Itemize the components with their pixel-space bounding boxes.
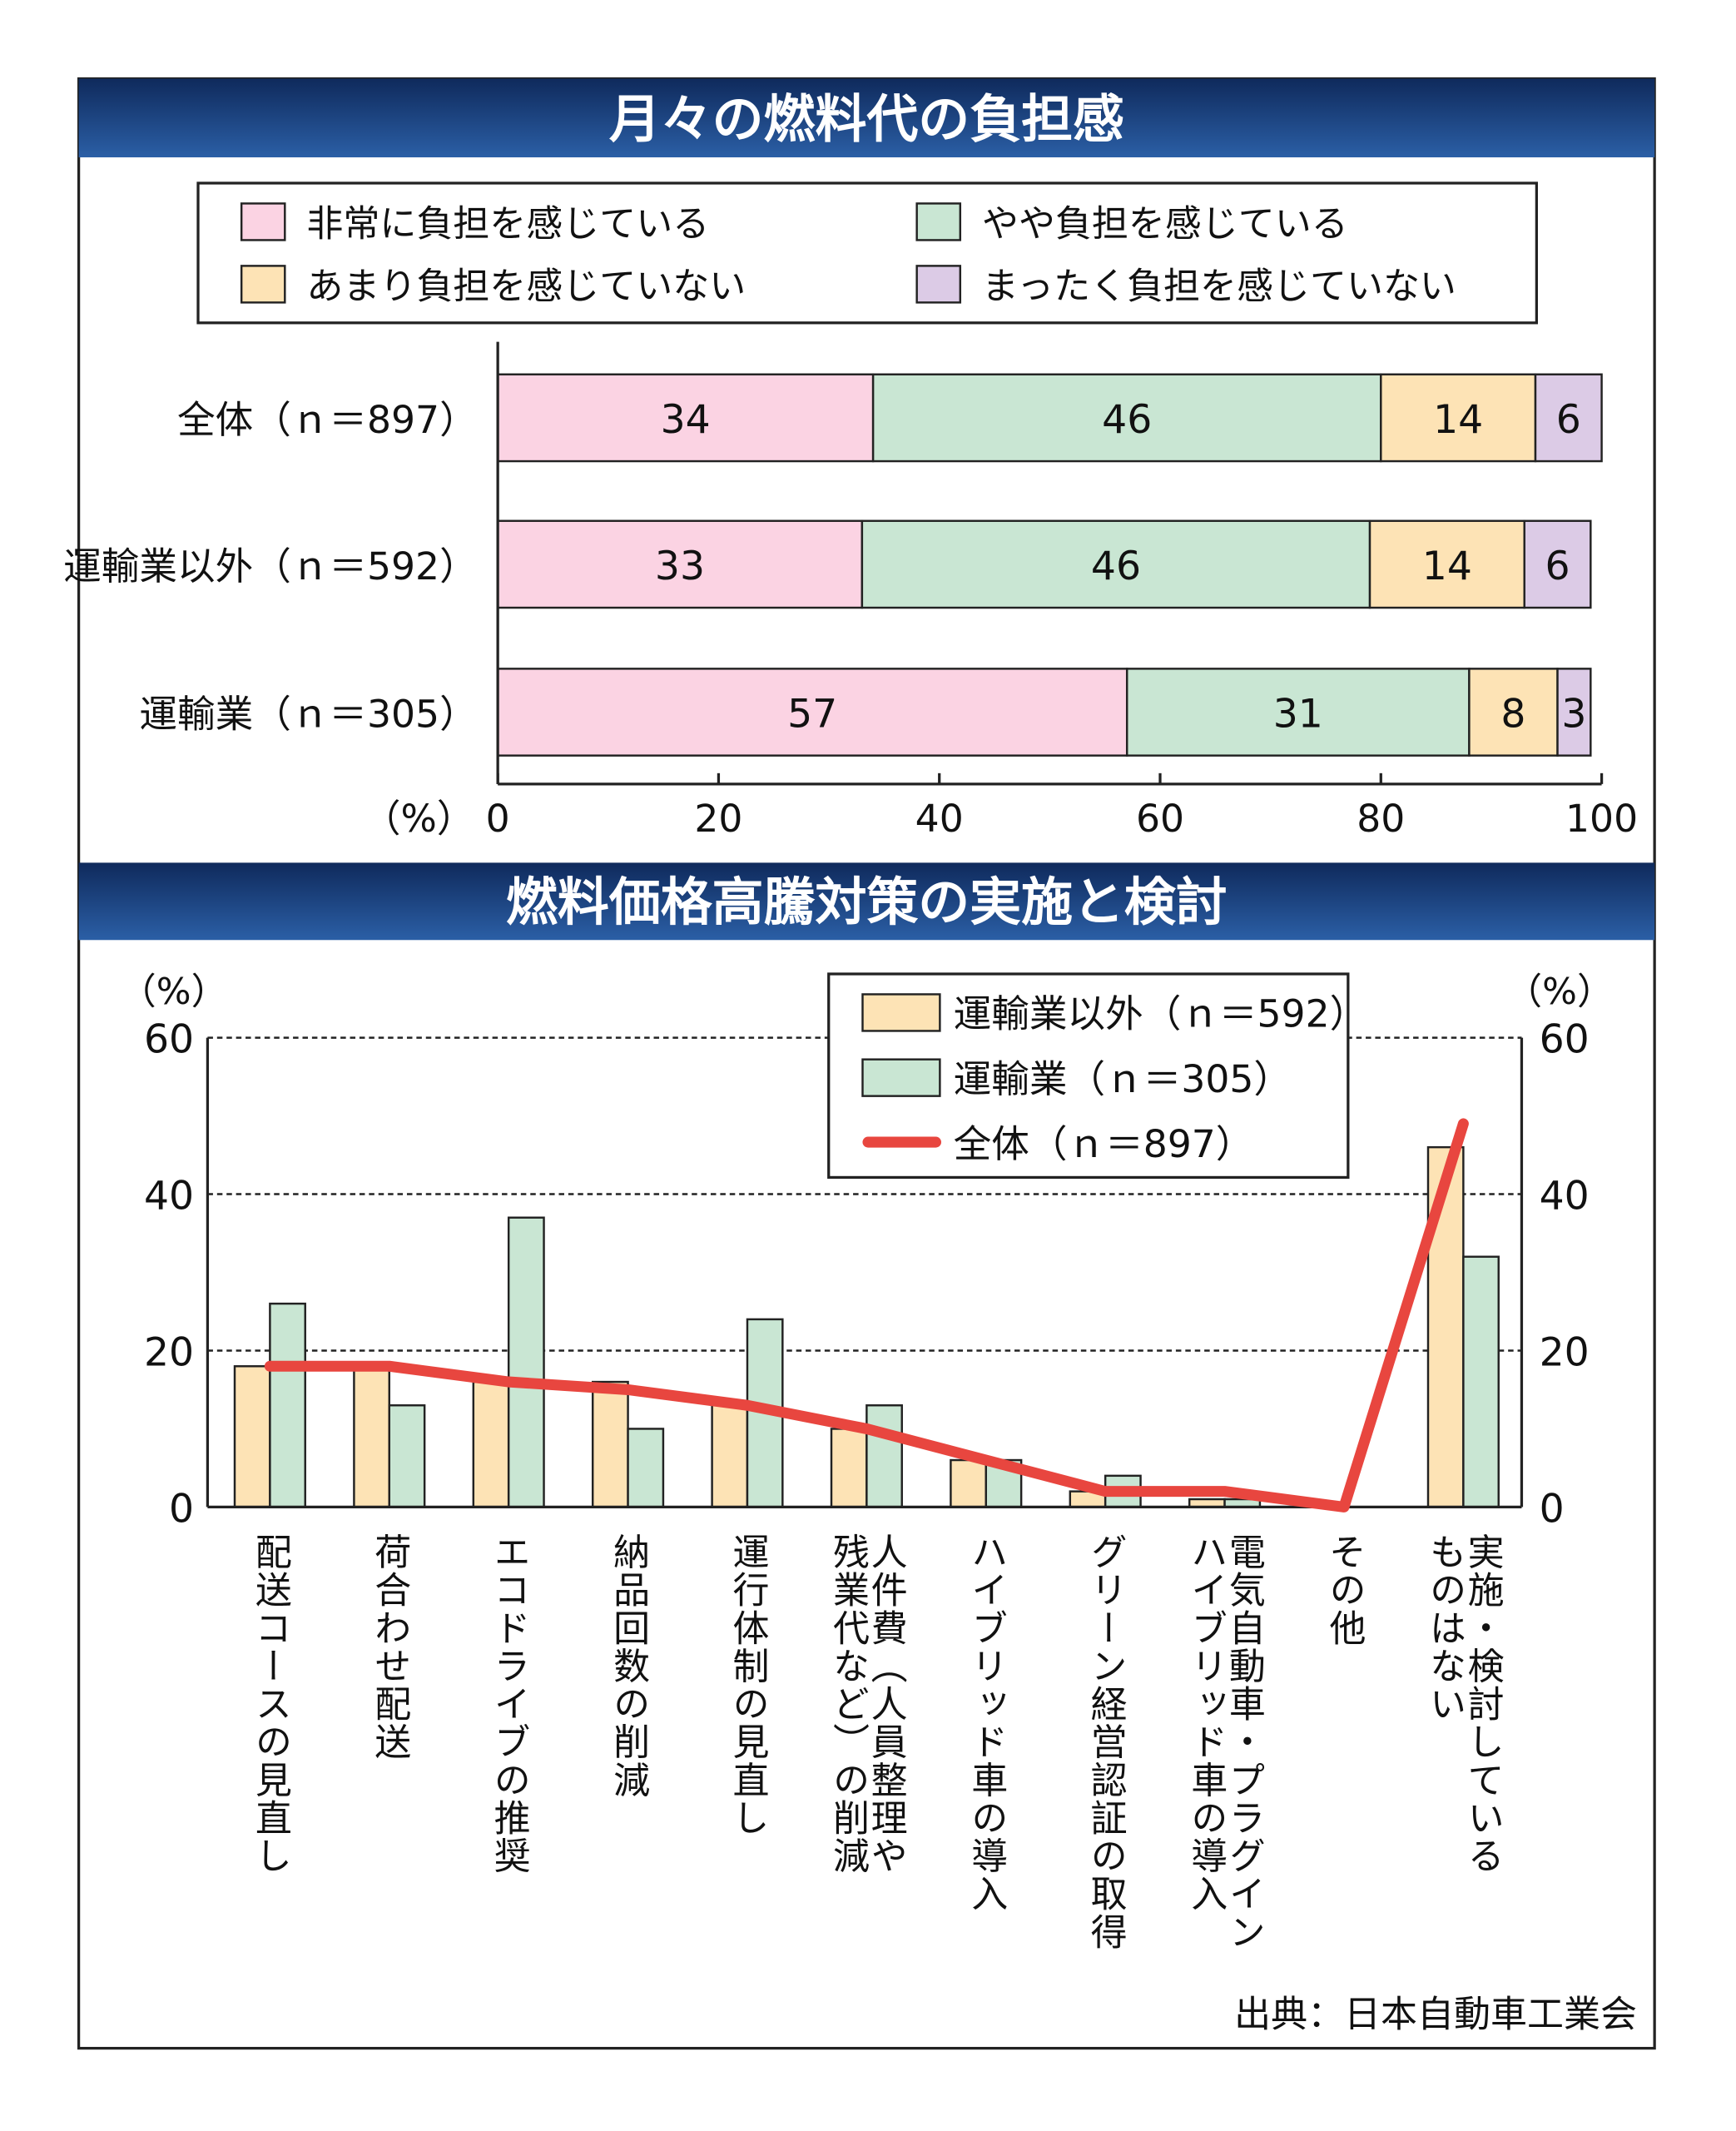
category-label: 運行体制の見直し: [726, 1532, 768, 1836]
bar-non-transport: [591, 1380, 629, 1508]
bar-non-transport: [233, 1365, 271, 1508]
category-label: ものはない: [1423, 1532, 1466, 1722]
legend-label: 全体（ｎ＝897）: [954, 1122, 1254, 1166]
y-unit-label-left: （%）: [120, 971, 228, 1013]
stacked-bar-segment: [1534, 373, 1603, 463]
legend-swatch: [861, 993, 941, 1032]
segment-value-label: 46: [1091, 544, 1141, 589]
legend-swatch: [915, 202, 962, 241]
category-label: 納品回数の削減: [607, 1532, 649, 1798]
x-tick-label: 60: [1136, 797, 1184, 841]
category-label: 実施・検討している: [1461, 1532, 1504, 1875]
x-tick-label: 20: [694, 797, 742, 841]
segment-value-label: 14: [1422, 544, 1472, 589]
x-tick-label: 80: [1357, 797, 1405, 841]
legend-label: あまり負担を感じていない: [306, 265, 746, 307]
segment-value-label: 6: [1545, 544, 1570, 589]
row-label: 全体（ｎ＝897）: [177, 398, 478, 442]
y-tick-label-right: 60: [1540, 1017, 1590, 1063]
category-label: 残業代など）の削減: [826, 1532, 870, 1875]
stacked-bar-segment: [1368, 519, 1525, 609]
stacked-bar-segment: [496, 519, 864, 609]
bar-transport: [866, 1404, 903, 1508]
x-tick-label: 40: [915, 797, 964, 841]
bar-transport: [388, 1404, 426, 1508]
legend-label: 運輸業以外（ｎ＝592）: [954, 992, 1368, 1036]
category-label: その他: [1322, 1532, 1366, 1647]
legend-swatch: [915, 265, 962, 304]
stacked-bar-segment: [1556, 668, 1592, 757]
category-label: 人件費（人員整理や: [865, 1532, 907, 1875]
bar-transport: [627, 1428, 665, 1508]
bar-transport: [269, 1302, 306, 1508]
legend-swatch: [240, 265, 286, 304]
stacked-bar-segment: [861, 519, 1371, 609]
x-tick-label: 0: [486, 797, 510, 841]
stacked-bar-segment: [871, 373, 1382, 463]
bar-non-transport: [830, 1428, 868, 1508]
x-unit-label: （%）: [363, 797, 475, 841]
stacked-bar-segment: [496, 373, 875, 463]
legend-label: 非常に負担を感じている: [306, 203, 709, 246]
chart2-title: 燃料価格高騰対策の実施と検討: [506, 872, 1228, 932]
stacked-bar-segment: [1468, 668, 1559, 757]
segment-value-label: 57: [787, 691, 837, 737]
segment-value-label: 14: [1433, 397, 1483, 443]
segment-value-label: 34: [661, 397, 711, 443]
stacked-bar-segment: [496, 668, 1128, 757]
category-label: 荷合わせ配送: [368, 1532, 410, 1761]
category-label: グリーン経営認証の取得: [1084, 1532, 1128, 1950]
bar-non-transport: [1426, 1145, 1465, 1508]
y-tick-label-left: 40: [144, 1173, 194, 1219]
source-credit: 出典：日本自動車工業会: [1234, 1994, 1637, 2036]
y-unit-label-right: （%）: [1505, 971, 1614, 1013]
segment-value-label: 3: [1561, 691, 1586, 737]
row-label: 運輸業以外（ｎ＝592）: [63, 544, 478, 589]
segment-value-label: 31: [1273, 691, 1323, 737]
stacked-bar-segment: [1523, 519, 1592, 609]
y-tick-label-left: 0: [169, 1486, 194, 1532]
y-tick-label-right: 0: [1540, 1486, 1565, 1532]
y-tick-label-right: 20: [1540, 1329, 1590, 1375]
segment-value-label: 8: [1500, 691, 1525, 737]
x-tick-label: 100: [1565, 797, 1638, 841]
category-label: エコドライブの推奨: [488, 1532, 530, 1875]
legend-swatch: [240, 202, 286, 241]
legend-label: やや負担を感じている: [982, 203, 1348, 246]
stacked-bar-segment: [1125, 668, 1471, 757]
bar-non-transport: [472, 1380, 510, 1508]
y-tick-label-left: 20: [144, 1329, 194, 1375]
bar-transport: [1462, 1255, 1500, 1508]
category-label: 配送コースの見直し: [249, 1532, 291, 1875]
legend-swatch: [861, 1058, 941, 1097]
legend-label: まったく負担を感じていない: [982, 265, 1456, 307]
bar-non-transport: [353, 1365, 390, 1508]
legend-label: 運輸業（ｎ＝305）: [954, 1057, 1292, 1101]
y-tick-label-right: 40: [1540, 1173, 1590, 1219]
bar-non-transport: [950, 1458, 987, 1508]
category-label: ハイブリッド車の導入: [965, 1532, 1007, 1912]
segment-value-label: 6: [1556, 397, 1581, 443]
chart1-legend: [196, 181, 1538, 325]
chart1-title: 月々の燃料代の負担感: [609, 90, 1124, 150]
row-label: 運輸業（ｎ＝305）: [139, 692, 477, 736]
segment-value-label: 33: [655, 544, 705, 589]
bar-transport: [507, 1216, 545, 1508]
stacked-bar-segment: [1380, 373, 1537, 463]
title-bar-2: [78, 862, 1655, 941]
bar-non-transport: [711, 1404, 749, 1508]
y-tick-label-left: 60: [144, 1017, 194, 1063]
category-label: ハイブリッド車の導入: [1184, 1532, 1227, 1912]
segment-value-label: 46: [1102, 397, 1152, 443]
title-bar-1: [78, 78, 1655, 158]
category-label: 電気自動車・プラグイン: [1223, 1532, 1265, 1950]
